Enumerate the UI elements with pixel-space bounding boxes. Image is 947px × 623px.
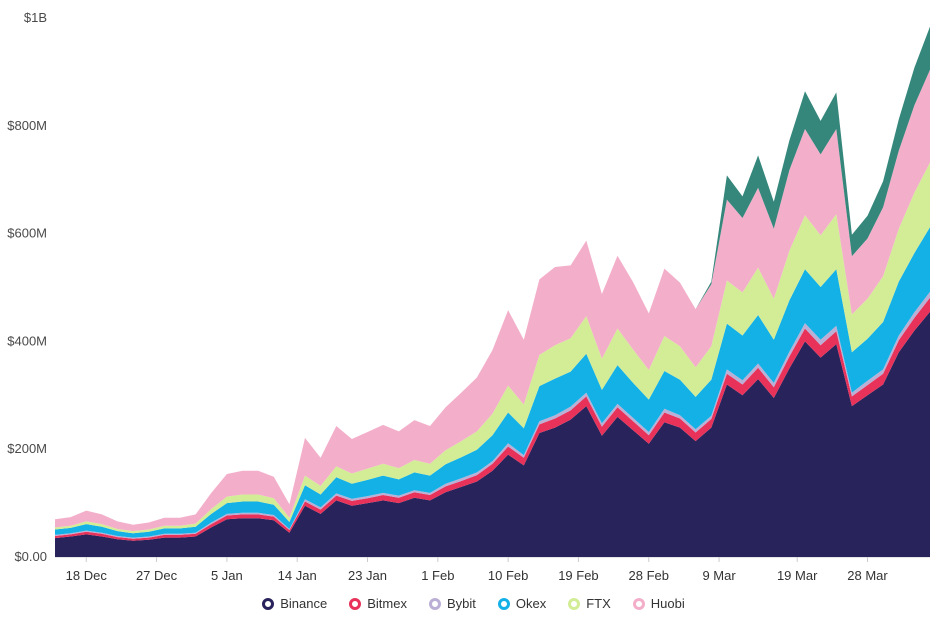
y-axis-label: $600M xyxy=(7,226,47,241)
y-axis-label: $200M xyxy=(7,441,47,456)
x-axis-label: 28 Mar xyxy=(847,568,888,583)
x-axis-label: 19 Feb xyxy=(558,568,598,583)
legend-marker-icon xyxy=(632,597,645,610)
legend-marker-icon xyxy=(262,597,275,610)
chart-legend: Binance Bitmex Bybit Okex FTX Huobi xyxy=(0,596,947,611)
stacked-area-chart: $0.00 $200M $400M $600M $800M $1B 18 Dec 27 Dec… xyxy=(7,10,930,583)
x-axis-label: 19 Mar xyxy=(777,568,818,583)
x-axis-label: 18 Dec xyxy=(66,568,108,583)
y-axis-label: $0.00 xyxy=(14,549,47,564)
legend-marker-icon xyxy=(428,597,441,610)
legend-label: Okex xyxy=(515,596,547,611)
legend-marker-icon xyxy=(568,597,581,610)
x-axis-label: 28 Feb xyxy=(629,568,669,583)
legend-label: Bybit xyxy=(446,596,476,611)
x-axis-label: 5 Jan xyxy=(211,568,243,583)
area-series-binance xyxy=(55,311,930,557)
x-axis-label: 14 Jan xyxy=(278,568,317,583)
legend-item-binance[interactable]: Binance xyxy=(262,596,327,611)
legend-item-okex[interactable]: Okex xyxy=(497,596,547,611)
legend-item-bybit[interactable]: Bybit xyxy=(428,596,476,611)
x-axis-label: 9 Mar xyxy=(702,568,736,583)
legend-item-huobi[interactable]: Huobi xyxy=(632,596,685,611)
legend-label: Huobi xyxy=(650,596,685,611)
y-axis-label: $800M xyxy=(7,118,47,133)
legend-label: Bitmex xyxy=(367,596,407,611)
y-axis-label: $1B xyxy=(24,10,47,25)
legend-item-bitmex[interactable]: Bitmex xyxy=(349,596,407,611)
legend-marker-icon xyxy=(349,597,362,610)
y-axis-label: $400M xyxy=(7,333,47,348)
x-axis-label: 23 Jan xyxy=(348,568,387,583)
legend-label: FTX xyxy=(586,596,611,611)
x-axis-label: 1 Feb xyxy=(421,568,454,583)
x-axis-label: 10 Feb xyxy=(488,568,528,583)
legend-item-ftx[interactable]: FTX xyxy=(568,596,611,611)
x-axis-label: 27 Dec xyxy=(136,568,178,583)
legend-marker-icon xyxy=(497,597,510,610)
legend-label: Binance xyxy=(280,596,328,611)
